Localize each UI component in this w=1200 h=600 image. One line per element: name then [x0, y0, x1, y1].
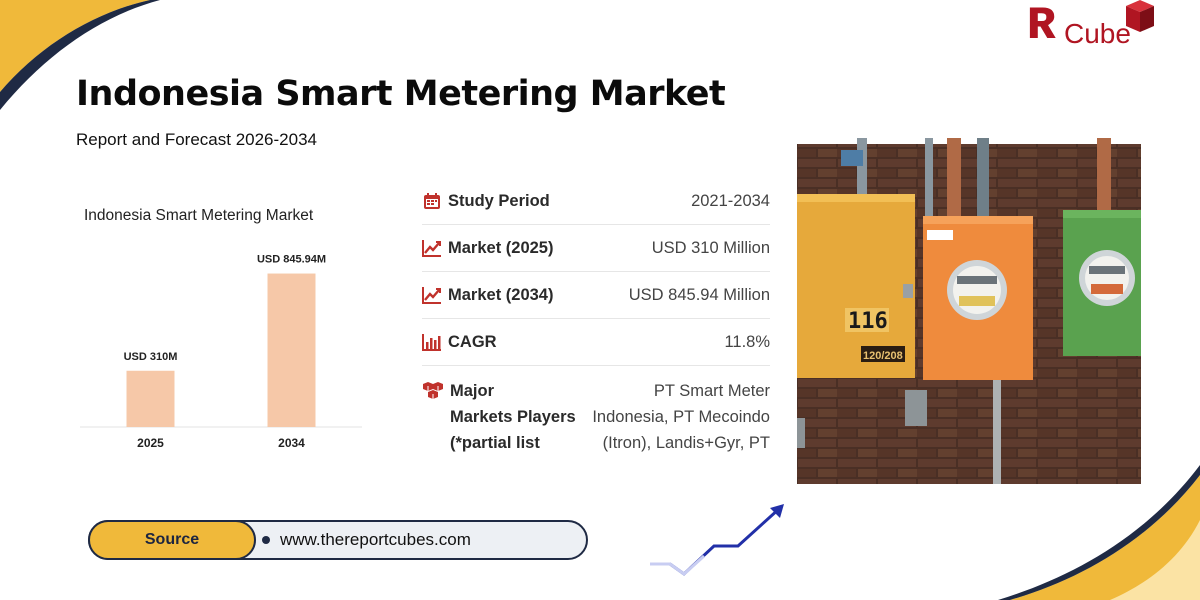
source-url-text: www.thereportcubes.com — [280, 530, 471, 549]
cubes-icon — [423, 382, 443, 399]
info-label: Market (2025) — [422, 239, 553, 258]
logo-text: Cube — [1064, 18, 1131, 49]
info-label: Study Period — [422, 192, 550, 211]
market-size-chart: Indonesia Smart Metering Market USD 310M… — [70, 195, 380, 465]
data-label-2025: USD 310M — [124, 351, 178, 363]
info-row-study-period: Study Period 2021-2034 — [422, 178, 770, 225]
players-label-line-3: (*partial list — [450, 434, 540, 452]
market-info-table: Study Period 2021-2034 Market (2025) USD… — [422, 178, 770, 466]
players-label: Major Markets Players (*partial list — [422, 378, 580, 456]
bullet-icon — [262, 536, 270, 544]
trend-up-icon — [422, 287, 441, 304]
trend-arrow-icon — [650, 504, 784, 576]
meters-illustration: 116 120/208 — [797, 138, 1141, 484]
meter-number-text: 116 — [848, 309, 888, 334]
chart-title: Indonesia Smart Metering Market — [84, 207, 314, 224]
chart-plot: USD 310M 2025 USD 845.94M 2034 — [80, 254, 362, 450]
page-title: Indonesia Smart Metering Market — [76, 74, 726, 114]
source-url-link[interactable]: www.thereportcubes.com — [262, 530, 471, 550]
company-logo: Я Cube — [1022, 0, 1172, 56]
page-subtitle: Report and Forecast 2026-2034 — [76, 130, 317, 149]
cube-icon — [1126, 0, 1154, 32]
players-value: PT Smart Meter Indonesia, PT Mecoindo (I… — [580, 378, 770, 456]
meter-voltage-text: 120/208 — [863, 350, 903, 362]
players-label-line-2: Markets Players — [450, 408, 576, 426]
trend-up-icon — [422, 240, 441, 257]
info-row-cagr: CAGR 11.8% — [422, 319, 770, 366]
cagr-label: CAGR — [448, 332, 497, 351]
players-value-line-3: (Itron), Landis+Gyr, PT — [602, 434, 770, 452]
market-2034-label: Market (2034) — [448, 285, 554, 304]
info-row-players: Major Markets Players (*partial list PT … — [422, 366, 770, 466]
study-period-label: Study Period — [448, 191, 550, 210]
source-label: Source — [88, 520, 256, 560]
info-label: Market (2034) — [422, 286, 553, 305]
players-value-line-1: PT Smart Meter — [653, 382, 770, 400]
bar-2034 — [267, 273, 316, 427]
study-period-value: 2021-2034 — [691, 191, 770, 210]
x-tick-2025: 2025 — [137, 436, 164, 450]
market-2034-value: USD 845.94 Million — [628, 285, 770, 304]
cagr-value: 11.8% — [724, 332, 770, 351]
info-row-market-2034: Market (2034) USD 845.94 Million — [422, 272, 770, 319]
info-row-market-2025: Market (2025) USD 310 Million — [422, 225, 770, 272]
info-label: CAGR — [422, 333, 497, 352]
logo-mark: Я — [1026, 0, 1059, 48]
bar-chart-icon — [422, 334, 441, 351]
x-tick-2034: 2034 — [278, 436, 305, 450]
players-value-line-2: Indonesia, PT Mecoindo — [592, 408, 770, 426]
calendar-icon — [424, 193, 440, 209]
smart-meters-photo: 116 120/208 — [797, 138, 1141, 484]
market-2025-value: USD 310 Million — [651, 238, 770, 257]
market-2025-label: Market (2025) — [448, 238, 554, 257]
players-label-line-1: Major — [450, 382, 495, 400]
bar-2025 — [126, 370, 175, 427]
data-label-2034: USD 845.94M — [257, 254, 326, 266]
